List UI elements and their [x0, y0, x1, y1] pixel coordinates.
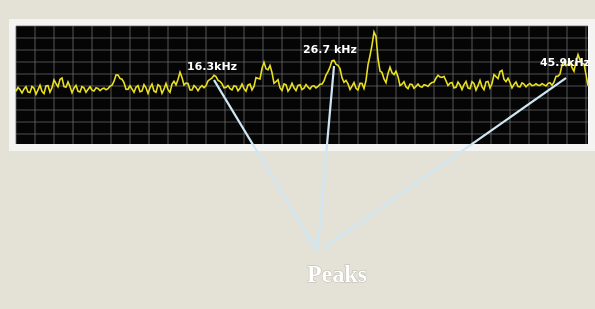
caption: Peaks — [307, 262, 367, 288]
peak-label: 45.9kHz — [540, 56, 590, 69]
screenshot: 16.3kHz 26.7 kHz 45.9kHz Peaks — [0, 0, 595, 309]
peak-label: 16.3kHz — [187, 60, 237, 73]
plot-area — [16, 26, 588, 144]
page: 16.3kHz 26.7 kHz 45.9kHz Peaks (() => { … — [0, 0, 595, 309]
peak-label: 26.7 kHz — [303, 43, 357, 56]
